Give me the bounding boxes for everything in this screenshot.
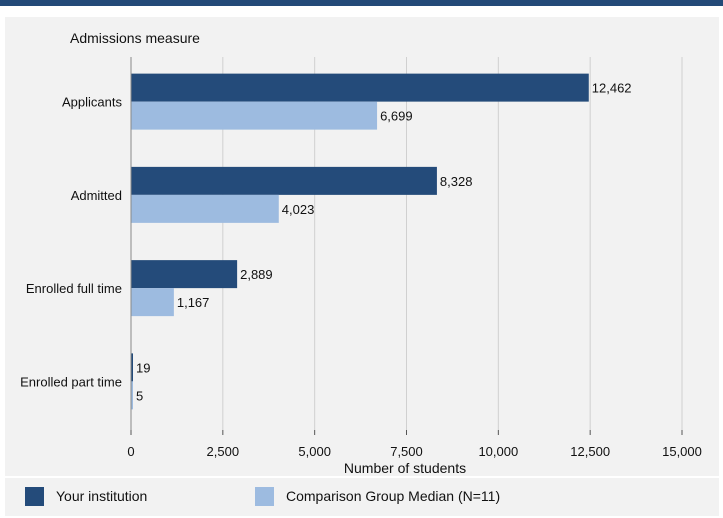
x-tick-label-12500: 12,500 (570, 444, 610, 459)
bar-comparison-median-enrolled-full-time (131, 288, 174, 317)
x-tick-label-10000: 10,000 (478, 444, 518, 459)
data-label-comparison-median-applicants: 6,699 (380, 109, 413, 124)
legend-label-comparison-median: Comparison Group Median (N=11) (286, 488, 501, 504)
data-label-your-institution-applicants: 12,462 (592, 81, 632, 96)
x-tick-label-15000: 15,000 (662, 444, 702, 459)
header-accent-bar (0, 0, 723, 6)
data-label-your-institution-enrolled-part-time: 19 (136, 360, 150, 375)
y-axis-title: Admissions measure (70, 30, 200, 46)
bar-your-institution-enrolled-part-time (131, 353, 133, 382)
category-label-enrolled-part-time: Enrolled part time (20, 374, 122, 389)
category-label-enrolled-full-time: Enrolled full time (26, 281, 122, 296)
data-label-comparison-median-enrolled-full-time: 1,167 (177, 295, 210, 310)
x-tick-label-7500: 7,500 (390, 444, 423, 459)
x-tick-label-0: 0 (127, 444, 134, 459)
x-tick-label-2500: 2,500 (207, 444, 240, 459)
data-label-your-institution-enrolled-full-time: 2,889 (240, 267, 273, 282)
legend-label-your-institution: Your institution (56, 488, 148, 504)
bar-comparison-median-enrolled-part-time (131, 381, 133, 410)
data-label-comparison-median-enrolled-part-time: 5 (136, 388, 143, 403)
bar-comparison-median-admitted (131, 194, 279, 223)
bar-comparison-median-applicants (131, 101, 378, 130)
bar-your-institution-enrolled-full-time (131, 260, 238, 289)
category-label-admitted: Admitted (71, 188, 122, 203)
data-label-your-institution-admitted: 8,328 (440, 174, 473, 189)
data-label-comparison-median-admitted: 4,023 (282, 202, 315, 217)
x-tick-label-5000: 5,000 (298, 444, 331, 459)
category-label-applicants: Applicants (62, 95, 122, 110)
bar-your-institution-admitted (131, 166, 437, 195)
legend (5, 478, 719, 516)
x-axis-title: Number of students (344, 460, 466, 476)
bar-your-institution-applicants (131, 73, 589, 102)
legend-swatch-your-institution (25, 487, 44, 506)
legend-swatch-comparison-median (255, 487, 274, 506)
